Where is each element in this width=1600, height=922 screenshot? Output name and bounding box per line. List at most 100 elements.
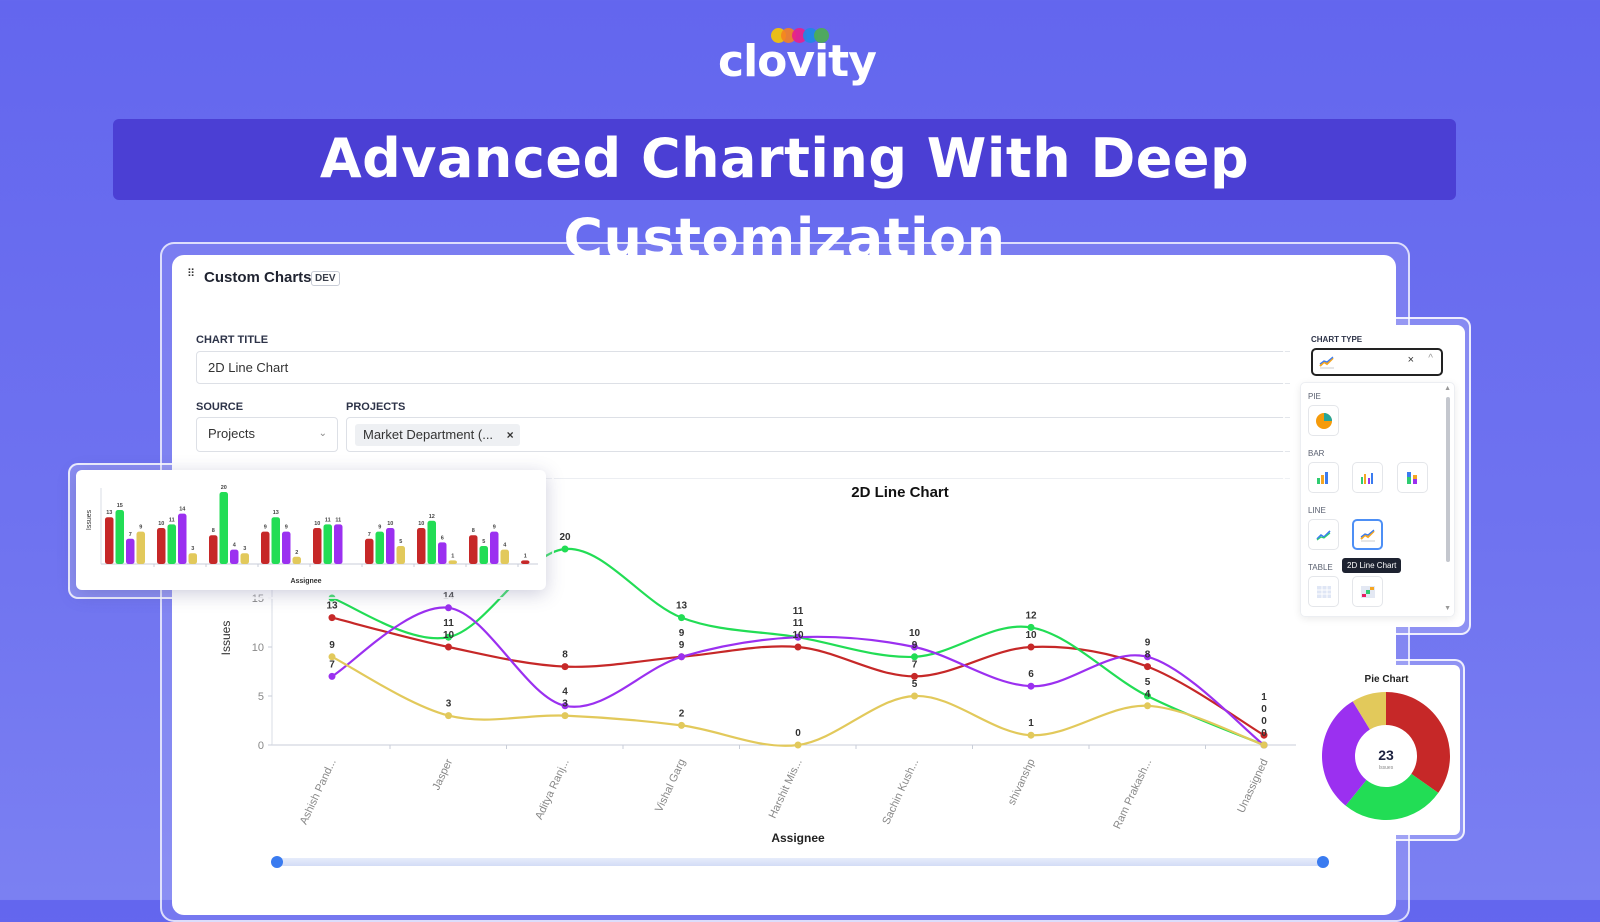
data-label-purple: 0 — [1261, 716, 1267, 727]
data-point-yellow — [794, 741, 802, 749]
data-label-green: 13 — [676, 601, 688, 612]
data-label-purple: 14 — [443, 591, 455, 602]
logo-text: clovity — [718, 36, 877, 87]
x-tick-label: shivanshp — [1006, 757, 1038, 807]
source-select[interactable]: Projects ⌄ — [196, 417, 338, 452]
chart-type-select[interactable]: × ^ — [1311, 348, 1443, 376]
bar-purple — [282, 531, 291, 564]
bar-green — [375, 531, 384, 564]
bar-red — [521, 560, 530, 564]
data-point-yellow — [1260, 741, 1268, 749]
pie-slice-purple — [1322, 701, 1370, 806]
pie-chart-card: Pie Chart 23 Issues — [1313, 665, 1460, 835]
dev-badge: DEV — [311, 271, 340, 286]
data-label-purple: 4 — [562, 687, 568, 698]
bar-label-red: 8 — [472, 528, 475, 534]
bar-label-red: 9 — [264, 525, 267, 531]
bar-label-yellow: 4 — [503, 543, 507, 549]
bar-label-purple: 9 — [493, 525, 496, 531]
data-label-yellow: 2 — [679, 708, 685, 719]
scroll-up-icon[interactable]: ▲ — [1444, 385, 1451, 392]
data-point-purple — [1027, 682, 1035, 690]
chart-option-stacked-bar[interactable] — [1397, 462, 1428, 493]
line-chart: 05101520IssuesAshish Pand...JasperAditya… — [219, 532, 1296, 845]
data-label-red: 9 — [679, 640, 685, 651]
data-label-red: 10 — [443, 630, 455, 641]
data-point-red — [561, 663, 569, 671]
bar-green — [323, 524, 332, 564]
projects-multiselect[interactable]: Market Department (... × — [346, 417, 1306, 452]
group-label-table: TABLE — [1308, 563, 1333, 572]
data-point-purple — [911, 643, 918, 651]
chart-option-grouped-bar[interactable] — [1352, 462, 1383, 493]
data-label-green: 0 — [1261, 728, 1267, 739]
data-point-yellow — [1027, 731, 1035, 739]
data-point-yellow — [328, 653, 336, 661]
heatmap-table-icon — [1360, 585, 1375, 598]
scroll-down-icon[interactable]: ▼ — [1444, 605, 1451, 612]
range-slider-end-handle[interactable] — [1317, 856, 1329, 868]
data-label-red: 8 — [1145, 650, 1151, 661]
drag-handle-icon[interactable]: ⠿ — [187, 268, 195, 280]
pie-chart — [1322, 692, 1450, 820]
bar-label-red: 1 — [524, 553, 527, 559]
bar-purple — [230, 549, 239, 564]
bar-label-purple: 10 — [387, 521, 393, 527]
line-chart-2d-icon — [1319, 356, 1334, 369]
chart-type-dropdown: ▲ ▼ PIE BAR LINE TABLE — [1300, 382, 1455, 617]
pie-chart-title: Pie Chart — [1364, 674, 1409, 685]
chart-option-2d-line[interactable] — [1352, 519, 1383, 550]
chevron-up-icon[interactable]: ^ — [1428, 353, 1433, 364]
data-label-green: 5 — [1145, 677, 1151, 688]
grouped-bar-chart-icon — [1360, 472, 1373, 484]
bar-red — [469, 535, 478, 564]
x-tick-label: Jasper — [430, 757, 455, 792]
chart-title-input[interactable]: 2D Line Chart — [196, 351, 1306, 384]
data-point-purple — [328, 672, 336, 680]
bar-yellow — [292, 556, 301, 564]
panel-title: Custom Charts — [204, 269, 312, 286]
data-label-purple: 6 — [1028, 669, 1034, 680]
bar-chart-card: Issues Assignee 13 15 7 9 10 11 14 3 8 20 4 3 9 13 9 2 10 1… — [76, 470, 571, 590]
data-point-green — [911, 653, 918, 661]
chart-option-table[interactable] — [1308, 576, 1339, 607]
data-point-yellow — [911, 692, 918, 700]
bar-purple — [178, 513, 187, 564]
bar-label-purple: 4 — [233, 543, 237, 549]
line-chart-2d-icon — [1359, 529, 1375, 541]
bar-label-red: 10 — [158, 521, 164, 527]
chart-option-tooltip: 2D Line Chart — [1342, 558, 1402, 573]
chart-option-bar[interactable] — [1308, 462, 1339, 493]
bar-label-purple: 9 — [285, 525, 288, 531]
x-tick-label: Harshit Mis... — [767, 757, 805, 820]
pie-center-value: 23 — [1378, 747, 1394, 763]
bar-label-yellow: 3 — [243, 546, 246, 552]
chart-option-heatmap-table[interactable] — [1352, 576, 1383, 607]
chart-type-label: CHART TYPE — [1311, 335, 1363, 344]
source-value: Projects — [208, 426, 255, 441]
bar-label-green: 5 — [482, 539, 485, 545]
pie-slice-red — [1386, 692, 1450, 793]
source-label: SOURCE — [196, 401, 244, 413]
bar-red — [313, 528, 322, 564]
stacked-bar-chart-icon — [1406, 471, 1417, 484]
pie-slice-green — [1345, 773, 1439, 820]
bar-label-purple: 6 — [441, 535, 444, 541]
bar-yellow — [396, 546, 405, 564]
chart-option-pie[interactable] — [1308, 405, 1339, 436]
bar-label-red: 10 — [418, 521, 424, 527]
range-slider-track[interactable] — [277, 858, 1323, 866]
bar-red — [157, 528, 166, 564]
bar-red — [209, 535, 218, 564]
bar-yellow — [136, 531, 145, 564]
bar-label-purple: 14 — [179, 507, 186, 513]
remove-tag-icon[interactable]: × — [506, 428, 514, 442]
range-slider-start-handle[interactable] — [271, 856, 283, 868]
projects-label: PROJECTS — [346, 401, 406, 413]
chart-option-line[interactable] — [1308, 519, 1339, 550]
clear-selection-icon[interactable]: × — [1407, 354, 1414, 366]
bar-purple — [386, 528, 395, 564]
bar-green — [479, 546, 488, 564]
pie-chart-icon — [1315, 412, 1332, 429]
scrollbar[interactable] — [1446, 397, 1450, 562]
